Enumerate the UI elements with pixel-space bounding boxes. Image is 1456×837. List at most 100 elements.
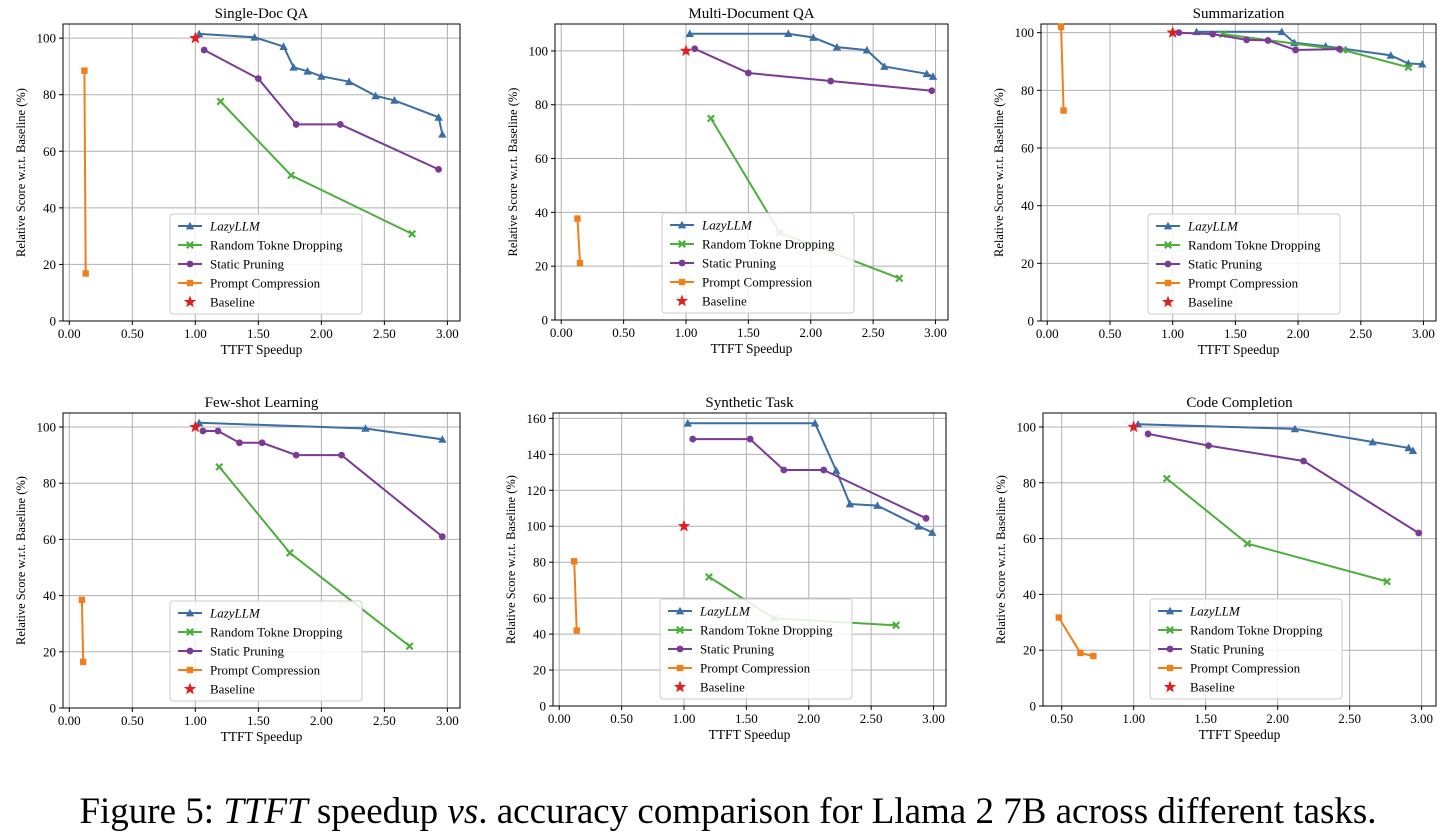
- data-point: [691, 45, 699, 53]
- legend: LazyLLM Random Tokne Dropping Static Pruni…: [659, 598, 853, 700]
- data-point: [679, 44, 693, 57]
- data-point: [338, 451, 345, 459]
- legend-label: LazyLLM: [1189, 604, 1241, 619]
- legend: LazyLLM Random Tokne Dropping Static Pruni…: [169, 600, 363, 702]
- x-tick-label: 2.50: [860, 711, 883, 726]
- data-point: [200, 46, 208, 54]
- series-line: [1166, 477, 1388, 583]
- series-line: [1137, 423, 1414, 452]
- data-point: [892, 621, 901, 630]
- series-baseline: [677, 519, 691, 532]
- y-tick-label: 20: [1021, 256, 1034, 271]
- legend-marker: [1166, 664, 1174, 672]
- y-tick-label: 40: [535, 205, 548, 220]
- caption-mid: speedup: [307, 791, 448, 832]
- y-tick-label: 60: [1023, 531, 1036, 546]
- y-tick-label: 0: [1030, 699, 1037, 714]
- series-line: [692, 438, 927, 520]
- data-point: [1205, 442, 1212, 450]
- series-line: [1178, 31, 1340, 52]
- series-line: [689, 32, 934, 78]
- series-lazyllm: [194, 29, 447, 138]
- data-point: [435, 165, 442, 173]
- y-tick-label: 40: [1023, 587, 1036, 602]
- y-tick-label: 0: [540, 699, 547, 714]
- x-tick-label: 0.50: [1050, 711, 1073, 726]
- legend-item-baseline: Baseline: [1163, 680, 1235, 695]
- chart-title: Code Completion: [1186, 395, 1293, 411]
- chart-title: Single-Doc QA: [215, 6, 309, 22]
- y-tick-label: 60: [43, 532, 56, 547]
- series-prompt-compression: [78, 596, 87, 666]
- legend-label: LazyLLM: [209, 219, 261, 234]
- legend-item-prompt-compression: Prompt Compression: [668, 661, 811, 676]
- legend-marker: [676, 664, 684, 672]
- legend-label: Baseline: [1188, 295, 1233, 310]
- legend-marker: [677, 220, 687, 229]
- x-tick-label: 3.00: [924, 325, 947, 340]
- series-random-tokne-dropping: [1162, 474, 1392, 586]
- legend-label: Static Pruning: [210, 644, 285, 659]
- data-point: [571, 558, 578, 565]
- data-point: [1060, 107, 1067, 114]
- y-tick-label: 0: [1028, 314, 1035, 329]
- legend-label: Random Tokne Dropping: [1190, 623, 1323, 638]
- data-point: [408, 229, 417, 238]
- series-prompt-compression: [81, 67, 89, 277]
- data-point: [574, 215, 581, 222]
- data-point: [1090, 652, 1097, 660]
- x-tick-label: 1.00: [673, 711, 696, 726]
- legend-item-random-tokne-dropping: Random Tokne Dropping: [178, 238, 343, 253]
- data-point: [250, 33, 259, 41]
- legend-label: Baseline: [700, 680, 745, 695]
- data-point: [827, 77, 835, 85]
- data-point: [1209, 30, 1217, 38]
- y-tick-label: 80: [43, 476, 56, 491]
- x-tick-label: 0.50: [121, 713, 144, 728]
- data-point: [1162, 474, 1171, 483]
- x-tick-label: 1.50: [1194, 711, 1217, 726]
- plot-frame: [62, 23, 461, 322]
- legend-marker: [1164, 260, 1172, 268]
- y-axis-label: Relative Score w.r.t. Baseline (%): [14, 476, 28, 645]
- series-line: [199, 421, 443, 441]
- data-point: [744, 69, 752, 77]
- chart-panel-few-shot-learning: 0.00 0.50 1.00 1.50 2.00 2.50 3.00 0 20 40 60 80 100…: [14, 395, 461, 744]
- y-tick-label: 80: [535, 97, 548, 112]
- y-tick-label: 60: [533, 591, 546, 606]
- y-tick-label: 0: [50, 314, 57, 329]
- data-point: [832, 466, 841, 474]
- y-tick-label: 80: [1021, 83, 1034, 98]
- series-prompt-compression: [1055, 614, 1097, 660]
- x-tick-label: 0.00: [58, 326, 81, 341]
- legend-label: LazyLLM: [701, 218, 753, 233]
- data-point: [189, 31, 202, 44]
- legend-item-lazyllm: LazyLLM: [178, 606, 261, 621]
- legend: LazyLLM Random Tokne Dropping Static Pruni…: [169, 213, 363, 315]
- legend-box: [1149, 598, 1343, 700]
- x-tick-label: 0.00: [548, 711, 571, 726]
- data-point: [1404, 443, 1413, 452]
- data-point: [689, 435, 697, 443]
- y-tick-label: 40: [533, 627, 546, 642]
- x-tick-label: 0.50: [612, 325, 635, 340]
- series-line: [83, 70, 87, 274]
- legend-label: Random Tokne Dropping: [700, 623, 833, 638]
- y-axis-label: Relative Score w.r.t. Baseline (%): [994, 475, 1008, 644]
- legend-marker: [1166, 626, 1174, 634]
- caption-ttft: TTFT: [223, 791, 308, 832]
- data-point: [216, 97, 225, 106]
- legend-marker: [186, 647, 194, 655]
- caption-rest: . accuracy comparison for Llama 2 7B acr…: [478, 791, 1377, 832]
- y-tick-label: 100: [529, 43, 549, 58]
- data-point: [810, 419, 820, 427]
- series-baseline: [189, 31, 202, 44]
- data-point: [438, 130, 447, 138]
- data-point: [405, 642, 414, 651]
- legend-item-lazyllm: LazyLLM: [178, 219, 261, 234]
- data-point: [1386, 51, 1396, 59]
- legend-item-baseline: Baseline: [183, 682, 255, 697]
- plot-frame: [1040, 23, 1437, 322]
- x-tick-label: 1.50: [737, 325, 760, 340]
- plot-frame: [552, 412, 947, 707]
